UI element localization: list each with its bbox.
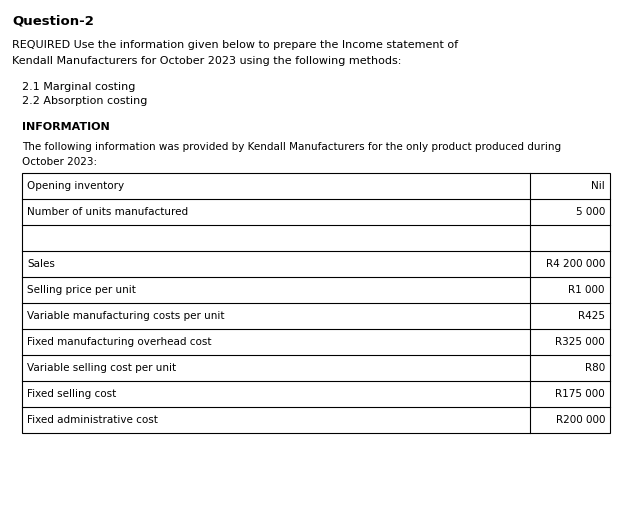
Text: 2.1 Marginal costing: 2.1 Marginal costing — [22, 82, 136, 92]
Text: Variable selling cost per unit: Variable selling cost per unit — [27, 363, 176, 373]
Text: R1 000: R1 000 — [568, 285, 605, 295]
Text: 5 000: 5 000 — [576, 207, 605, 217]
Text: October 2023:: October 2023: — [22, 157, 97, 167]
Text: R200 000: R200 000 — [556, 415, 605, 425]
Text: Sales: Sales — [27, 259, 55, 269]
Text: Opening inventory: Opening inventory — [27, 181, 124, 191]
Bar — [22, 173, 610, 433]
Text: Kendall Manufacturers for October 2023 using the following methods:: Kendall Manufacturers for October 2023 u… — [12, 56, 401, 66]
Text: R325 000: R325 000 — [555, 337, 605, 347]
Text: Fixed administrative cost: Fixed administrative cost — [27, 415, 158, 425]
Text: R80: R80 — [585, 363, 605, 373]
Text: Variable manufacturing costs per unit: Variable manufacturing costs per unit — [27, 311, 224, 321]
Text: REQUIRED Use the information given below to prepare the Income statement of: REQUIRED Use the information given below… — [12, 40, 458, 50]
Text: Selling price per unit: Selling price per unit — [27, 285, 136, 295]
Text: Number of units manufactured: Number of units manufactured — [27, 207, 188, 217]
Text: R175 000: R175 000 — [555, 389, 605, 399]
Text: The following information was provided by Kendall Manufacturers for the only pro: The following information was provided b… — [22, 142, 561, 152]
Text: R4 200 000: R4 200 000 — [546, 259, 605, 269]
Text: Question-2: Question-2 — [12, 14, 94, 27]
Text: 2.2 Absorption costing: 2.2 Absorption costing — [22, 96, 148, 106]
Text: Fixed selling cost: Fixed selling cost — [27, 389, 116, 399]
Text: Fixed manufacturing overhead cost: Fixed manufacturing overhead cost — [27, 337, 212, 347]
Text: Nil: Nil — [591, 181, 605, 191]
Text: INFORMATION: INFORMATION — [22, 122, 110, 132]
Text: R425: R425 — [578, 311, 605, 321]
